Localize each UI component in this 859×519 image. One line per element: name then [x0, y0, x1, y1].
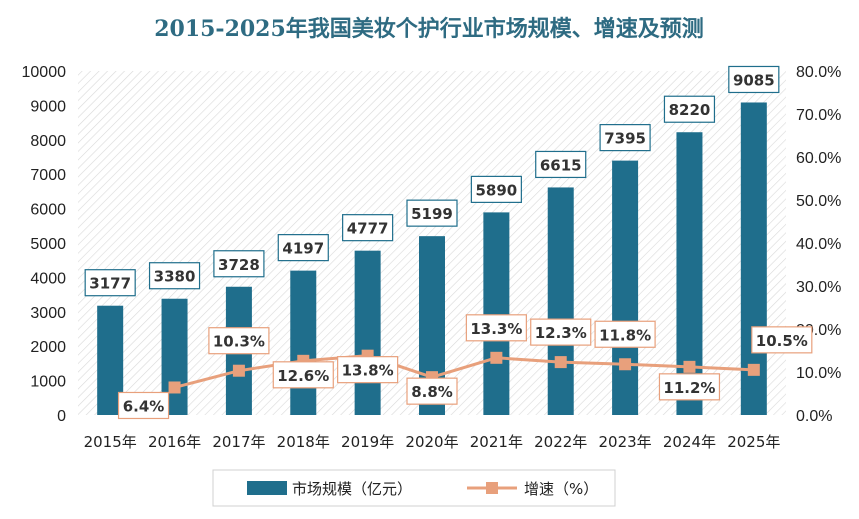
line-data-label-box	[272, 361, 334, 389]
bar-data-label: 9085	[733, 71, 775, 89]
x-category-label: 2016年	[148, 433, 201, 451]
y-left-tick-label: 10000	[22, 64, 67, 81]
line-data-label: 11.8%	[599, 326, 651, 344]
growth-point	[554, 356, 567, 369]
chart-title: 2015-2025年我国美妆个护行业市场规模、增速及预测	[154, 16, 704, 42]
y-left-tick-label: 7000	[30, 167, 66, 184]
y-left-tick-label: 5000	[30, 236, 66, 253]
bar-data-label-box	[277, 234, 329, 262]
y-right-tick-label: 30.0%	[796, 279, 841, 296]
growth-point	[168, 381, 181, 394]
bar	[547, 187, 574, 415]
bar-data-label-box	[663, 95, 716, 123]
y-right-tick-label: 80.0%	[796, 64, 841, 81]
x-category-label: 2018年	[277, 433, 330, 451]
bar	[354, 250, 381, 415]
y-right-tick-label: 40.0%	[796, 236, 841, 253]
y-left-tick-label: 8000	[30, 133, 66, 150]
bar-data-label: 4197	[282, 240, 324, 258]
growth-point	[683, 360, 696, 373]
legend-bar-swatch	[247, 481, 287, 495]
line-data-label-box	[658, 373, 721, 401]
left-axis: 0 1000 2000 3000 4000 5000 6000 7000 8000 9000 100…	[22, 64, 67, 425]
y-right-tick-label: 50.0%	[796, 193, 841, 210]
bar-data-label: 3728	[218, 256, 260, 274]
bar-data-label: 3177	[89, 275, 131, 293]
line-data-label: 12.6%	[277, 367, 329, 385]
line-data-label: 11.2%	[663, 379, 715, 397]
x-category-label: 2020年	[405, 433, 458, 451]
y-right-tick-label: 10.0%	[796, 365, 841, 382]
x-category-label: 2024年	[663, 433, 716, 451]
line-labels: 6.4% 10.3% 12.6% 13.8% 8.8% 13.3% 12.3% 11.8% 11…	[117, 314, 813, 420]
bar-data-label-box	[470, 175, 522, 203]
y-right-tick-label: 0.0%	[796, 408, 832, 425]
y-left-tick-label: 3000	[30, 305, 66, 322]
line-data-label-box	[751, 326, 813, 354]
y-left-tick-label: 4000	[30, 270, 66, 287]
bar-data-label-box	[599, 124, 651, 152]
y-left-tick-label: 9000	[30, 98, 66, 115]
bar-data-label-box	[728, 65, 780, 94]
bar-data-label-box	[342, 214, 394, 242]
line-data-label: 10.5%	[756, 332, 808, 350]
bar-data-label: 5890	[475, 181, 517, 199]
x-category-label: 2015年	[84, 433, 137, 451]
bar-data-label-box	[213, 250, 265, 278]
growth-point	[747, 363, 760, 376]
x-category-label: 2025年	[727, 433, 780, 451]
y-left-tick-label: 1000	[30, 374, 66, 391]
bar-data-label-box	[148, 262, 201, 290]
legend-line-label: 增速（%）	[524, 480, 598, 498]
line-data-label-box	[337, 356, 399, 384]
line-data-label: 6.4%	[123, 397, 165, 415]
line-data-label-box	[594, 320, 656, 348]
bar	[740, 102, 767, 415]
bar-data-label-box	[84, 269, 136, 297]
bar-data-label: 6615	[540, 156, 582, 174]
legend-bar-label: 市场规模（亿元）	[292, 480, 412, 498]
growth-point	[232, 364, 245, 377]
x-category-label: 2023年	[598, 433, 651, 451]
line-data-label: 12.3%	[535, 324, 587, 342]
bar-data-label: 7395	[604, 130, 646, 148]
line-data-label: 13.3%	[470, 320, 522, 338]
legend: 市场规模（亿元） 增速（%）	[212, 469, 616, 507]
bar-data-label: 8220	[669, 101, 711, 119]
bar	[290, 270, 317, 415]
y-left-tick-label: 2000	[30, 339, 66, 356]
x-category-label: 2022年	[534, 433, 587, 451]
bar-labels: 3177 3380 3728 4197 4777 5199 5890 6615 7395 8220…	[84, 65, 780, 297]
growth-line	[174, 354, 754, 389]
bar	[612, 160, 639, 415]
line-data-label-box	[530, 318, 592, 346]
line-data-label: 13.8%	[342, 362, 394, 380]
legend-line-marker	[486, 482, 498, 494]
x-category-label: 2021年	[470, 433, 523, 451]
bar-data-label: 3380	[154, 268, 196, 286]
line-data-label-box	[117, 391, 170, 420]
line-data-label: 10.3%	[213, 333, 265, 351]
x-axis: 2015年 2016年 2017年 2018年 2019年 2020年 2021年 2022年…	[84, 433, 781, 451]
y-right-tick-label: 70.0%	[796, 107, 841, 124]
line-data-label: 8.8%	[411, 383, 453, 401]
right-axis: 0.0%10.0%20.0%30.0%40.0%50.0%60.0%70.0%8…	[796, 64, 841, 425]
growth-point	[619, 358, 632, 371]
bar	[483, 212, 510, 415]
bar-data-label: 5199	[411, 205, 453, 223]
line-data-label-box	[208, 327, 270, 355]
x-category-label: 2017年	[212, 433, 265, 451]
y-left-tick-label: 6000	[30, 202, 66, 219]
y-right-tick-label: 60.0%	[796, 150, 841, 167]
x-category-label: 2019年	[341, 433, 394, 451]
y-left-tick-label: 0	[57, 408, 66, 425]
bar-data-label-box	[535, 150, 587, 179]
growth-point	[490, 351, 503, 364]
bar-data-label: 4777	[347, 220, 389, 238]
line-data-label-box	[465, 314, 527, 342]
line-data-label-box	[406, 377, 458, 405]
bar-data-label-box	[406, 199, 458, 227]
